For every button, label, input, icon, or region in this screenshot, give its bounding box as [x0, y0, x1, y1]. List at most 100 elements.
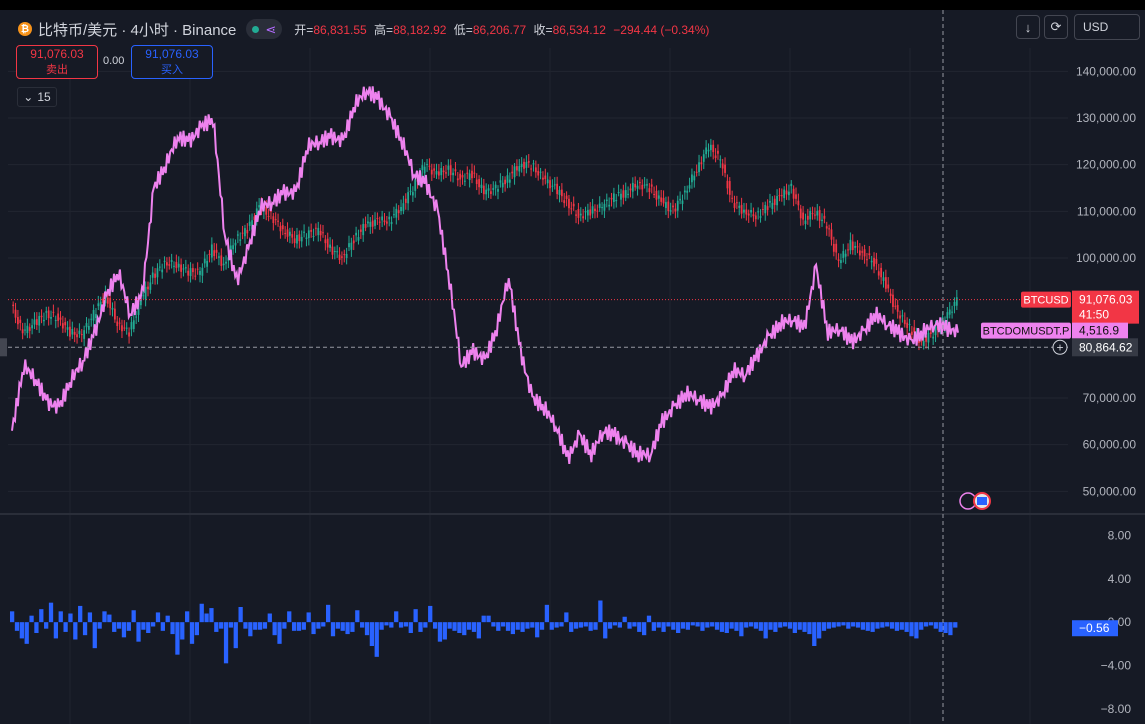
price-tick-label: 60,000.00	[1083, 438, 1137, 452]
candle-body	[378, 221, 381, 223]
candle-body	[501, 182, 504, 188]
status-pill[interactable]: ⋖	[246, 19, 283, 39]
histogram-bar	[729, 622, 734, 629]
candle-body	[922, 340, 925, 347]
candle-body	[144, 286, 147, 300]
candle-body	[90, 318, 93, 320]
price-tick-label: 130,000.00	[1076, 111, 1136, 125]
candle-body	[828, 228, 831, 230]
candle-body	[158, 266, 161, 268]
candle-body	[109, 298, 112, 309]
histogram-bar	[248, 622, 253, 637]
histogram-bar	[291, 622, 297, 631]
candle-body	[85, 323, 88, 328]
candle-body	[97, 303, 100, 307]
candle-body	[780, 195, 783, 197]
histogram-bar	[642, 622, 647, 636]
candle-body	[135, 316, 138, 318]
histogram-bar	[812, 622, 817, 646]
candle-body	[497, 189, 499, 192]
candle-body	[534, 167, 537, 173]
histogram-bar	[627, 622, 632, 629]
histogram-bar	[554, 622, 559, 628]
histogram-bar	[637, 622, 642, 632]
candle-body	[196, 268, 199, 270]
histogram-bar	[612, 622, 618, 626]
candle-body	[407, 192, 410, 204]
histogram-bar	[782, 622, 788, 627]
arrow-down-icon[interactable]: ↓	[1016, 15, 1040, 39]
price-tick-label: 110,000.00	[1077, 204, 1136, 218]
candle-body	[307, 230, 310, 239]
histogram-bar	[452, 622, 457, 631]
candle-body	[598, 203, 601, 208]
candle-body	[430, 169, 433, 175]
candle-body	[750, 209, 752, 213]
candle-body	[830, 229, 833, 240]
candle-body	[170, 259, 173, 263]
histogram-bar	[131, 610, 136, 623]
candle-body	[57, 313, 60, 321]
candle-body	[641, 184, 644, 190]
candle-body	[395, 208, 398, 218]
candle-body	[785, 190, 788, 195]
candle-body	[241, 232, 244, 234]
histogram-bar	[603, 622, 608, 639]
refresh-icon[interactable]: ⟳	[1044, 15, 1068, 39]
histogram-bar	[661, 622, 666, 632]
candle-body	[92, 309, 95, 321]
candle-body	[95, 314, 97, 319]
histogram-bar	[676, 622, 681, 633]
share-icon[interactable]: ⋖	[265, 21, 277, 37]
candle-body	[390, 221, 393, 225]
histogram-bar	[865, 622, 870, 631]
candle-body	[582, 216, 585, 219]
histogram-bar	[632, 622, 637, 627]
candle-body	[577, 209, 580, 218]
candle-body	[589, 209, 592, 216]
candle-body	[50, 317, 52, 319]
sell-button[interactable]: 91,076.03 卖出	[16, 45, 98, 79]
candle-body	[788, 191, 790, 196]
histogram-bar	[321, 622, 326, 627]
histogram-bar	[233, 622, 238, 649]
candle-body	[331, 246, 334, 255]
candle-body	[473, 172, 476, 174]
candle-body	[80, 334, 83, 336]
candle-body	[537, 170, 540, 176]
histogram-bar	[549, 622, 554, 630]
candle-body	[433, 168, 436, 171]
candle-body	[253, 216, 256, 220]
histogram-bar	[622, 616, 627, 623]
candle-body	[385, 221, 388, 224]
candle-body	[662, 197, 665, 204]
plus-glyph: +	[1056, 340, 1063, 354]
candle-body	[485, 189, 488, 195]
candle-body	[792, 188, 795, 199]
histogram-bar	[165, 615, 170, 623]
indicators-toggle-button[interactable]: ⌄ 15	[17, 87, 57, 107]
histogram-bar	[491, 622, 496, 627]
buy-button[interactable]: 91,076.03 买入	[131, 45, 213, 79]
histogram-bar	[24, 622, 29, 644]
currency-select[interactable]: USD	[1074, 14, 1140, 40]
histogram-bar	[10, 611, 15, 623]
candle-body	[740, 204, 743, 214]
histogram-bar	[471, 622, 477, 632]
candle-body	[634, 183, 637, 188]
candle-body	[542, 177, 544, 180]
candle-body	[73, 331, 76, 335]
histogram-tick-label: −8.00	[1101, 702, 1132, 716]
candle-body	[906, 322, 909, 328]
candle-body	[832, 243, 835, 252]
candle-body	[421, 165, 424, 171]
histogram-bar	[384, 622, 389, 626]
histogram-bar	[39, 609, 44, 623]
candle-body	[454, 169, 457, 172]
histogram-bar	[330, 622, 336, 637]
histogram-bar	[685, 622, 691, 630]
histogram-bar	[919, 622, 924, 630]
symbol-title[interactable]: 比特币/美元 · 4小时 · Binance	[38, 21, 237, 39]
candle-body	[357, 237, 360, 241]
